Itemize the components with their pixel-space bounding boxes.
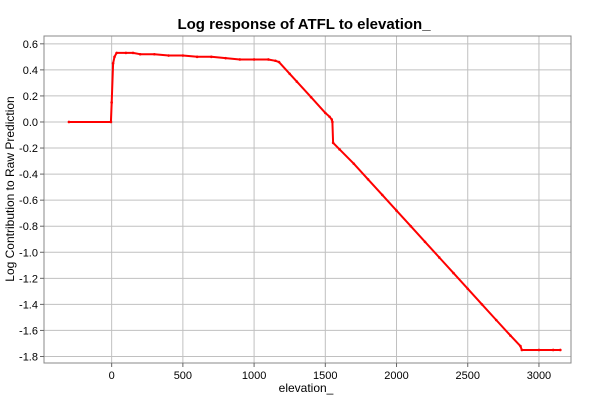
x-tick-label: 3000 (527, 370, 551, 382)
data-point (366, 178, 370, 181)
y-tick-label: 0.2 (23, 91, 38, 103)
y-tick-label: -1.6 (19, 325, 38, 337)
series-line (68, 51, 561, 351)
y-tick-label: -0.4 (19, 169, 38, 181)
data-point (110, 101, 113, 104)
data-point (338, 148, 341, 151)
data-point (437, 256, 441, 259)
data-point (328, 115, 331, 119)
y-tick-label: -0.6 (19, 195, 38, 207)
grid-layer (44, 36, 571, 363)
data-point (295, 80, 299, 83)
chart-title: Log response of ATFL to elevation_ (177, 16, 431, 33)
data-point (224, 56, 227, 60)
data-point (409, 224, 413, 228)
data-point (380, 193, 384, 197)
x-tick-label: 2500 (455, 370, 479, 382)
data-point (210, 55, 213, 59)
data-point (153, 52, 156, 56)
data-point (115, 51, 118, 55)
data-point (67, 120, 71, 124)
data-point (494, 318, 498, 322)
data-point (267, 58, 270, 61)
data-point (111, 62, 115, 65)
data-point (277, 60, 281, 64)
data-point (551, 348, 555, 352)
tick-layer: 0 500 1000 1500 2000 2500 3000 0.6 0.4 0.2 0.0 -0.2… (19, 39, 551, 382)
data-point (519, 344, 522, 348)
data-point (288, 72, 291, 76)
data-point (181, 54, 185, 57)
data-point (352, 162, 356, 165)
data-point (138, 52, 142, 56)
data-point (395, 209, 398, 212)
data-point (330, 118, 334, 121)
data-point (520, 348, 524, 352)
y-tick-label: 0.6 (23, 39, 38, 51)
data-point (452, 271, 455, 275)
data-point (331, 120, 334, 124)
data-point (195, 55, 199, 59)
x-tick-label: 2000 (384, 370, 408, 382)
data-point (480, 303, 484, 306)
x-axis-label: elevation_ (279, 381, 334, 395)
x-tick-label: 1500 (313, 370, 337, 382)
plot-area (43, 35, 572, 364)
y-tick-label: -0.8 (19, 221, 38, 233)
data-point (274, 59, 277, 63)
y-axis-label: Log Contribution to Raw Prediction (3, 96, 17, 281)
y-tick-label: -1.8 (19, 351, 38, 363)
data-point (559, 348, 562, 352)
data-point (537, 348, 541, 352)
y-tick-label: -1.4 (19, 299, 38, 311)
data-point (113, 55, 116, 59)
data-point (509, 334, 512, 337)
y-tick-label: -1.0 (19, 247, 38, 259)
data-point (167, 54, 170, 57)
data-point (466, 287, 470, 291)
data-point (124, 51, 128, 55)
data-point (324, 111, 327, 115)
data-point (423, 240, 427, 244)
x-tick-label: 1000 (242, 370, 266, 382)
x-tick-label: 500 (174, 370, 192, 382)
series-layer (67, 51, 562, 352)
y-tick-label: -0.2 (19, 143, 38, 155)
y-tick-label: 0.4 (23, 65, 38, 77)
data-point (331, 141, 335, 145)
y-tick-label: -1.2 (19, 273, 38, 285)
data-point (252, 58, 256, 61)
data-point (131, 51, 135, 55)
x-tick-label: 0 (109, 370, 115, 382)
y-tick-label: 0.0 (23, 117, 38, 129)
data-point (238, 58, 242, 61)
data-point (109, 120, 113, 124)
data-point (309, 95, 313, 99)
